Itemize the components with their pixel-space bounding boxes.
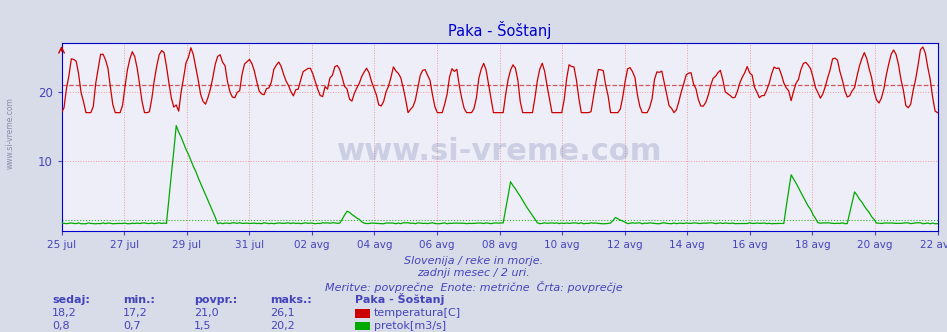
Text: pretok[m3/s]: pretok[m3/s] <box>374 321 446 331</box>
Text: maks.:: maks.: <box>270 295 312 305</box>
Text: 0,7: 0,7 <box>123 321 141 331</box>
Text: povpr.:: povpr.: <box>194 295 238 305</box>
Text: www.si-vreme.com: www.si-vreme.com <box>6 97 15 169</box>
Text: sedaj:: sedaj: <box>52 295 90 305</box>
Text: 26,1: 26,1 <box>270 308 295 318</box>
Text: Slovenija / reke in morje.: Slovenija / reke in morje. <box>404 256 543 266</box>
Text: 21,0: 21,0 <box>194 308 219 318</box>
Text: min.:: min.: <box>123 295 155 305</box>
Text: 17,2: 17,2 <box>123 308 148 318</box>
Text: 20,2: 20,2 <box>270 321 295 331</box>
Text: Paka - Šoštanj: Paka - Šoštanj <box>355 293 444 305</box>
Text: temperatura[C]: temperatura[C] <box>374 308 461 318</box>
Text: 1,5: 1,5 <box>194 321 211 331</box>
Text: www.si-vreme.com: www.si-vreme.com <box>337 137 662 166</box>
Text: 0,8: 0,8 <box>52 321 70 331</box>
Text: Meritve: povprečne  Enote: metrične  Črta: povprečje: Meritve: povprečne Enote: metrične Črta:… <box>325 281 622 293</box>
Text: zadnji mesec / 2 uri.: zadnji mesec / 2 uri. <box>417 268 530 278</box>
Text: 18,2: 18,2 <box>52 308 77 318</box>
Title: Paka - Šoštanj: Paka - Šoštanj <box>448 21 551 39</box>
